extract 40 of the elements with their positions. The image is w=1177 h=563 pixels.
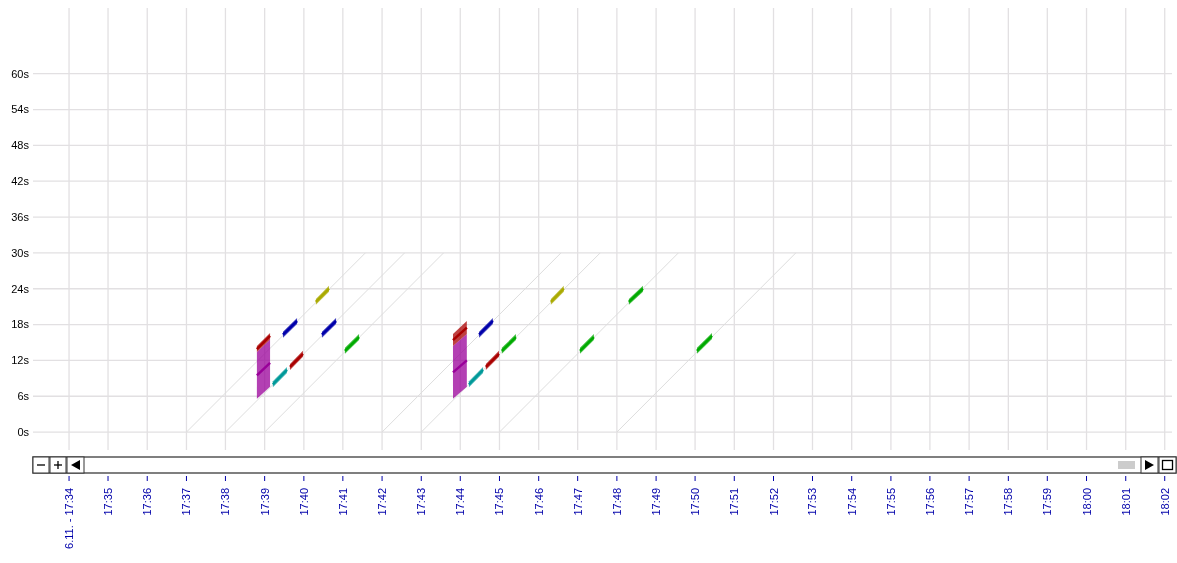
y-tick-label: 54s bbox=[11, 103, 30, 116]
y-tick-label: 42s bbox=[11, 175, 30, 188]
x-tick-label: 17:59 bbox=[1041, 488, 1054, 516]
x-tick-label: 6.11. - 17:34 bbox=[63, 488, 76, 549]
x-tick-label: 18:00 bbox=[1080, 488, 1093, 516]
x-tick-label: 17:55 bbox=[884, 488, 897, 516]
x-tick-label: 17:49 bbox=[650, 488, 663, 516]
x-tick-label: 17:52 bbox=[767, 488, 780, 516]
x-tick-label: 17:48 bbox=[610, 488, 623, 516]
x-tick-label: 17:36 bbox=[141, 488, 154, 516]
y-tick-label: 18s bbox=[11, 318, 30, 331]
x-tick-label: 18:02 bbox=[1158, 488, 1171, 516]
y-tick-label: 36s bbox=[11, 210, 30, 223]
x-tick-label: 17:45 bbox=[493, 488, 506, 516]
x-tick-label: 17:40 bbox=[297, 488, 310, 516]
y-tick-label: 24s bbox=[11, 282, 30, 295]
x-tick-label: 17:42 bbox=[376, 488, 389, 516]
x-tick-label: 17:58 bbox=[1002, 488, 1015, 516]
x-tick-label: 17:50 bbox=[689, 488, 702, 516]
x-tick-label: 17:56 bbox=[923, 488, 936, 516]
y-tick-label: 48s bbox=[11, 139, 30, 152]
x-tick-label: 17:43 bbox=[415, 488, 428, 516]
y-tick-label: 12s bbox=[11, 354, 30, 367]
x-tick-label: 17:35 bbox=[102, 488, 115, 516]
x-tick-label: 17:38 bbox=[219, 488, 232, 516]
y-tick-label: 6s bbox=[17, 390, 30, 403]
x-tick-label: 17:47 bbox=[571, 488, 584, 516]
x-tick-label: 18:01 bbox=[1119, 488, 1132, 516]
x-tick-label: 17:54 bbox=[845, 488, 858, 516]
y-tick-label: 0s bbox=[17, 425, 30, 438]
x-tick-label: 17:51 bbox=[728, 488, 741, 516]
x-tick-label: 17:46 bbox=[532, 488, 545, 516]
y-tick-label: 60s bbox=[11, 67, 30, 80]
x-tick-label: 17:57 bbox=[963, 488, 976, 516]
x-tick-label: 17:39 bbox=[258, 488, 271, 516]
x-tick-label: 17:44 bbox=[454, 488, 467, 516]
x-tick-label: 17:41 bbox=[336, 488, 349, 516]
y-tick-label: 30s bbox=[11, 246, 30, 259]
x-tick-label: 17:37 bbox=[180, 488, 193, 516]
x-tick-label: 17:53 bbox=[806, 488, 819, 516]
